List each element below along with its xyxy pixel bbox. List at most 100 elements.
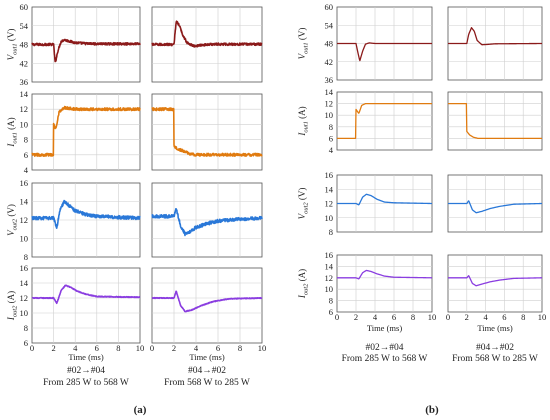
series-line [336,193,433,206]
series-line [336,42,433,62]
y-tick-label: 12 [325,199,334,209]
plot-frame [447,91,543,151]
plot-frame [447,254,543,313]
y-tick-label: 6 [329,307,333,317]
plot-a-r0-c1 [151,6,263,83]
y-tick-label: 12 [325,99,334,109]
y-tick-label: 16 [325,170,334,180]
series-line [151,107,263,157]
y-tick-label: 14 [20,197,29,207]
plot-frame [151,267,263,344]
caption-power-step: From 568 W to 285 W [164,378,250,388]
x-tick-label: 6 [392,312,396,322]
plot-b-r0-c1 [447,6,543,81]
x-tick-label: 8 [238,343,242,353]
x-axis-label: Time (ms) [68,352,104,362]
series-line [447,200,543,214]
y-tick-label: 36 [325,75,334,85]
y-tick-label: 10 [325,110,334,120]
y-tick-label: 8 [329,296,333,306]
y-tick-label: 14 [20,278,29,288]
x-tick-label: 4 [483,312,488,322]
plot-a-r1-c1 [151,93,263,171]
y-tick-label: 36 [20,77,29,87]
x-tick-label: 4 [194,343,199,353]
plot-frame [336,254,433,313]
x-tick-label: 2 [172,343,176,353]
series-line [31,105,141,157]
y-tick-label: 16 [20,263,29,273]
x-axis-label: Time (ms) [189,352,225,362]
x-tick-label: 10 [538,312,547,322]
plot-frame [31,93,141,171]
plot-frame [31,267,141,344]
x-tick-label: 10 [136,343,145,353]
y-axis-label: Vout1 (V) [297,28,310,60]
x-tick-label: 0 [30,343,34,353]
y-tick-label: 12 [20,293,29,303]
y-tick-label: 10 [20,234,29,244]
y-tick-label: 8 [329,122,333,132]
x-tick-label: 6 [216,343,220,353]
series-line [151,20,263,48]
caption-transition: #02→#04 [366,343,404,353]
y-axis-label: Vout1 (V) [6,29,19,61]
x-tick-label: 0 [150,343,154,353]
x-tick-label: 6 [502,312,506,322]
series-line [336,269,433,280]
y-axis-label: Vout2 (V) [6,204,19,236]
y-tick-label: 14 [325,184,334,194]
plot-a-r2-c1 [151,182,263,258]
y-tick-label: 60 [20,2,29,12]
plot-b-r3-c1: 0 2 4 6 8 10 Time (ms) [446,254,547,333]
x-tick-label: 8 [521,312,525,322]
y-tick-label: 4 [24,165,29,175]
x-axis-label: Time (ms) [367,323,403,333]
x-tick-label: 2 [465,312,469,322]
series-line [447,27,543,46]
plot-b-r2-c0: 8 10 12 14 16 [325,170,433,237]
y-tick-label: 10 [20,308,29,318]
x-tick-label: 10 [428,312,437,322]
plot-b-r1-c1 [447,91,543,151]
y-tick-label: 42 [20,58,29,68]
y-tick-label: 10 [20,119,29,129]
caption-transition: #04→#02 [476,343,514,353]
y-tick-label: 54 [20,21,29,31]
y-tick-label: 16 [325,250,334,260]
series-line [447,102,543,140]
plot-b-r0-c0: 36 42 48 54 60 [325,2,433,85]
caption-transition: #04→#02 [188,366,226,376]
figure-text: Vout1 (V) Iout1 (A) Vout2 (V) Iout2 (A) Vout… [6,28,538,416]
y-tick-label: 8 [329,227,333,237]
y-tick-label: 16 [20,178,29,188]
caption-transition: #02→#04 [67,366,105,376]
y-axis-label: Iout2 (A) [297,269,310,299]
series-line [31,38,141,63]
y-tick-label: 8 [24,252,28,262]
panel-label-a: (a) [134,404,147,416]
caption-power-step: From 285 W to 568 W [342,354,428,364]
y-tick-label: 10 [325,213,334,223]
y-tick-label: 6 [24,338,28,348]
y-tick-label: 48 [20,40,29,50]
series-line [151,208,263,237]
x-tick-label: 4 [73,343,78,353]
y-tick-label: 8 [24,323,28,333]
plot-b-r2-c1 [447,174,543,233]
series-line [336,102,433,140]
series-line [151,290,263,313]
y-tick-label: 14 [20,89,29,99]
y-tick-label: 12 [20,104,29,114]
x-tick-label: 10 [258,343,267,353]
plot-a-r3-c0: 6 8 10 12 14 16 0 2 4 6 8 10 Time (ms) [20,263,145,362]
y-tick-label: 42 [325,57,334,67]
x-axis-label: Time (ms) [477,323,513,333]
y-tick-label: 14 [325,87,334,97]
series-line [31,284,141,305]
x-tick-label: 0 [446,312,450,322]
series-line [31,199,141,229]
